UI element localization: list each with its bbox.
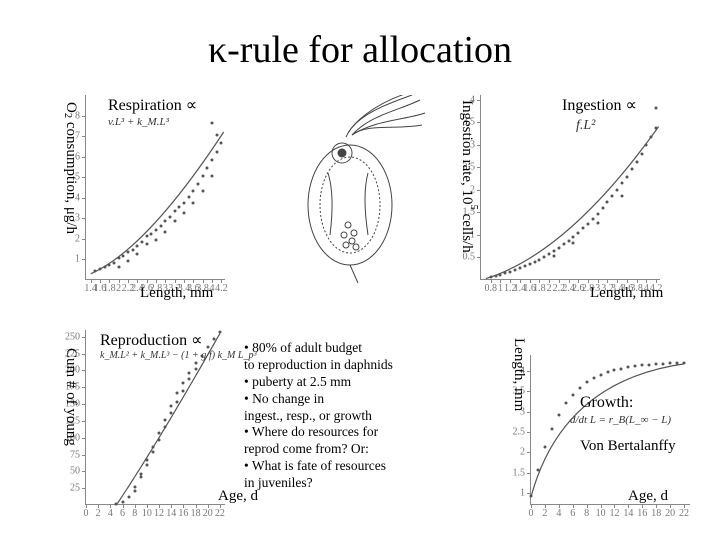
respiration-formula: v.L³ + k_M.L³ <box>108 116 169 128</box>
growth-plot: 11.522.533.540246810121416182022 <box>530 355 690 505</box>
daphnid-illustration <box>280 95 430 285</box>
growth-ylabel: Length, mm <box>510 338 527 411</box>
ingestion-plot: 0.511.522.533.540.811.21.41.61.822.22.42… <box>480 95 660 280</box>
ingestion-xlabel: Length, mm <box>590 285 663 302</box>
growth-label: Growth: <box>580 394 633 412</box>
reproduction-formula: k_M.L² + k_M.L³ − (1 + g/f) k_M L_p³ <box>100 350 256 361</box>
respiration-xlabel: Length, mm <box>140 285 213 302</box>
growth-sublabel: Von Bertalanffy <box>580 438 676 455</box>
ingestion-ylabel: Ingestion rate, 105 cells/h <box>458 100 479 253</box>
ingestion-label: Ingestion ∝ <box>562 95 637 115</box>
ingestion-formula: f.L² <box>576 118 595 134</box>
respiration-ylabel: O2 consumption, μg/h <box>62 102 79 234</box>
reproduction-label: Reproduction ∝ <box>100 330 203 350</box>
bullet-list: • 80% of adult budget to reproduction in… <box>240 340 460 492</box>
growth-xlabel: Age, d <box>628 488 668 505</box>
reproduction-ylabel: Cum # of young <box>62 348 79 446</box>
respiration-label: Respiration ∝ <box>108 95 197 115</box>
page-title: κ-rule for allocation <box>0 28 720 72</box>
growth-formula: d/dt L = r_B(L_∞ − L) <box>570 414 671 426</box>
